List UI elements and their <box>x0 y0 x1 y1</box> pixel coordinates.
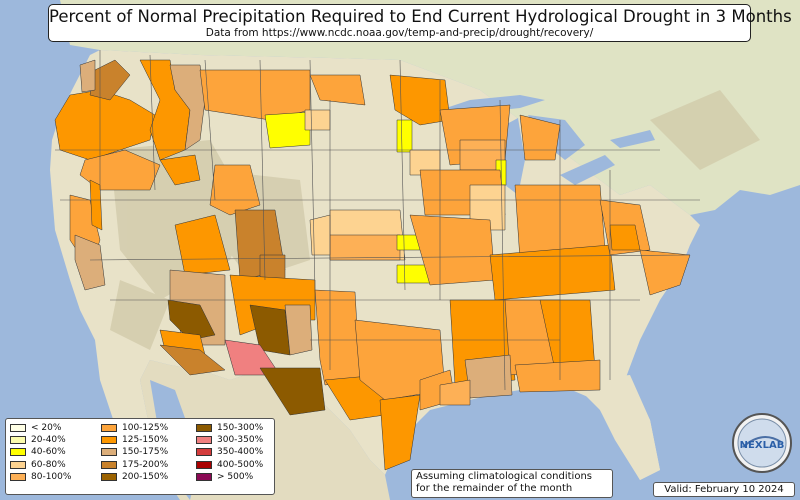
legend-item: 80-100% <box>10 471 71 483</box>
legend-item: < 20% <box>10 422 71 434</box>
legend-swatch <box>10 436 26 445</box>
legend-label: 40-60% <box>31 447 66 458</box>
legend-swatch <box>101 448 117 457</box>
legend-item: 20-40% <box>10 434 71 446</box>
legend-swatch <box>196 448 212 457</box>
valid-date: Valid: February 10 2024 <box>653 482 795 497</box>
legend-label: 125-150% <box>122 435 169 446</box>
legend-swatch <box>101 472 117 481</box>
legend-column-1: < 20% 20-40% 40-60% 60-80% 80-100% <box>10 422 71 483</box>
legend-swatch <box>101 436 117 445</box>
drought-regions <box>54 59 691 471</box>
legend-label: 100-125% <box>122 423 169 434</box>
legend-label: 300-350% <box>217 435 264 446</box>
map-title: Percent of Normal Precipitation Required… <box>49 7 792 26</box>
legend-column-2: 100-125% 125-150% 150-175% 175-200% 200-150% <box>101 422 168 483</box>
state-boundaries <box>55 50 700 391</box>
legend-swatch <box>10 460 26 469</box>
assumption-note: Assuming climatological conditions for t… <box>411 469 613 498</box>
legend-swatch <box>101 424 117 433</box>
legend-swatch <box>196 472 212 481</box>
map-subtitle: Data from https://www.ncdc.noaa.gov/temp… <box>205 27 594 39</box>
note-line-2: for the remainder of the month <box>416 483 573 494</box>
legend-item: 60-80% <box>10 459 71 471</box>
legend-swatch <box>10 472 26 481</box>
legend-item: 40-60% <box>10 446 71 458</box>
legend-label: 200-150% <box>122 471 169 482</box>
note-line-1: Assuming climatological conditions <box>416 471 592 482</box>
legend-label: 150-300% <box>217 423 264 434</box>
logo-text: NEXLAB <box>740 440 785 451</box>
legend-label: 150-175% <box>122 447 169 458</box>
legend-swatch <box>10 448 26 457</box>
legend-item: 125-150% <box>101 434 168 446</box>
nexlab-logo: NEXLAB <box>732 413 792 473</box>
legend-label: 400-500% <box>217 459 264 470</box>
canada-land <box>60 0 800 215</box>
legend-swatch <box>196 460 212 469</box>
legend-item: 150-175% <box>101 446 168 458</box>
legend-label: 175-200% <box>122 459 169 470</box>
legend: < 20% 20-40% 40-60% 60-80% 80-100% 100-125% 1… <box>5 418 275 495</box>
legend-label: > 500% <box>217 471 254 482</box>
legend-item: 350-400% <box>196 446 263 458</box>
legend-item: 175-200% <box>101 459 168 471</box>
florida-land <box>580 375 660 480</box>
legend-item: 150-300% <box>196 422 263 434</box>
legend-label: 60-80% <box>31 459 66 470</box>
legend-label: 350-400% <box>217 447 264 458</box>
legend-item: 400-500% <box>196 459 263 471</box>
legend-swatch <box>196 424 212 433</box>
legend-item: 300-350% <box>196 434 263 446</box>
legend-label: 80-100% <box>31 471 72 482</box>
legend-swatch <box>10 424 26 433</box>
legend-item: > 500% <box>196 471 263 483</box>
legend-column-3: 150-300% 300-350% 350-400% 400-500% > 500% <box>196 422 263 483</box>
title-box: Percent of Normal Precipitation Required… <box>48 4 792 42</box>
legend-item: 100-125% <box>101 422 168 434</box>
legend-swatch <box>196 436 212 445</box>
legend-label: < 20% <box>31 423 62 434</box>
legend-swatch <box>101 460 117 469</box>
legend-item: 200-150% <box>101 471 168 483</box>
legend-label: 20-40% <box>31 435 66 446</box>
